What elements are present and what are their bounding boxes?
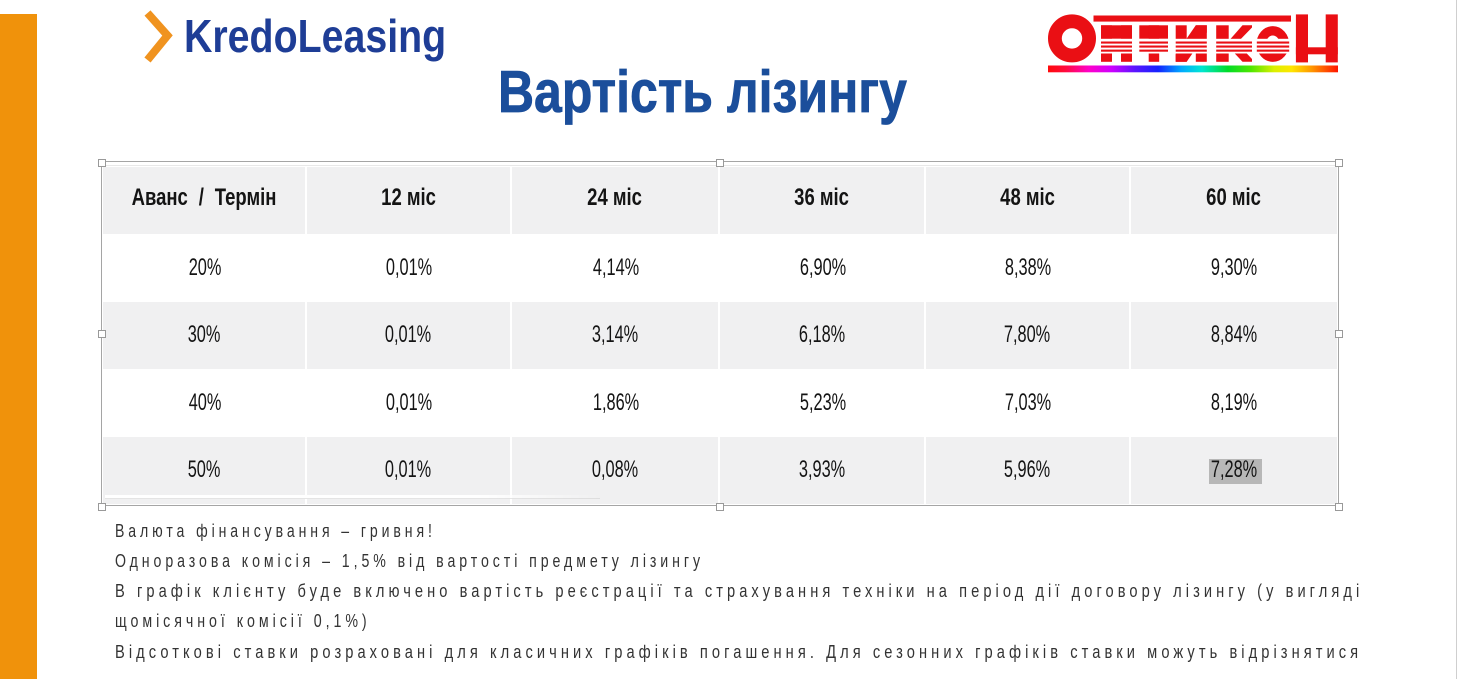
svg-text:KredoLeasing: KredoLeasing [184, 11, 446, 63]
